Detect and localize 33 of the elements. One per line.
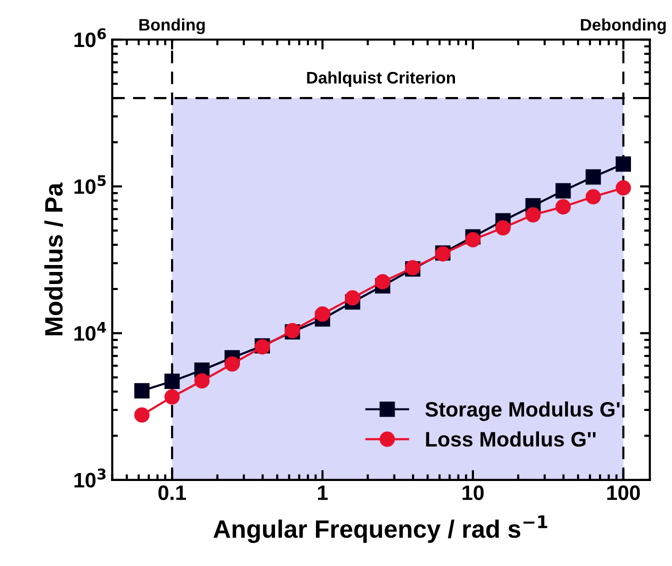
point xyxy=(556,199,571,214)
ref-line-label: Bonding xyxy=(139,18,205,34)
point xyxy=(134,383,150,398)
point xyxy=(134,407,150,423)
point xyxy=(314,306,330,322)
x-tick-label: 0.1 xyxy=(158,485,186,500)
point xyxy=(556,183,571,198)
x-tick-label: 1 xyxy=(318,486,328,500)
point xyxy=(224,356,240,372)
x-tick-label: 100 xyxy=(607,485,640,500)
x-tick-label: 10 xyxy=(462,485,484,500)
y-tick-label: 10$^{4}$ xyxy=(74,322,106,341)
point xyxy=(586,169,601,185)
point xyxy=(495,220,511,236)
ref-line-label: Debonding xyxy=(580,18,666,34)
y-tick-label: 10$^{3}$ xyxy=(74,468,106,488)
point xyxy=(586,189,601,204)
point xyxy=(374,274,390,290)
point xyxy=(465,232,481,248)
point xyxy=(164,374,180,389)
legend-label: Storage Modulus G' xyxy=(425,401,620,421)
point xyxy=(616,156,631,172)
x-axis-title: Angular Frequency / rad s$^{−1}$ xyxy=(214,515,548,543)
point xyxy=(344,290,360,306)
y-axis-title: Modulus / Pa xyxy=(44,182,63,336)
y-tick-label: 10$^{6}$ xyxy=(74,28,106,48)
ref-line-label: Dahlquist Criterion xyxy=(307,71,455,87)
point xyxy=(616,180,631,196)
legend-label: Loss Modulus G'' xyxy=(426,431,596,447)
point xyxy=(525,207,541,222)
point xyxy=(194,373,210,389)
y-tick-label: 10$^{5}$ xyxy=(74,175,106,194)
point xyxy=(164,389,180,405)
